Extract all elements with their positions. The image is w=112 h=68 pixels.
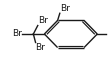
- Text: Br: Br: [35, 43, 45, 52]
- Text: Br: Br: [12, 30, 22, 38]
- Text: Br: Br: [37, 16, 47, 25]
- Text: Br: Br: [60, 4, 70, 13]
